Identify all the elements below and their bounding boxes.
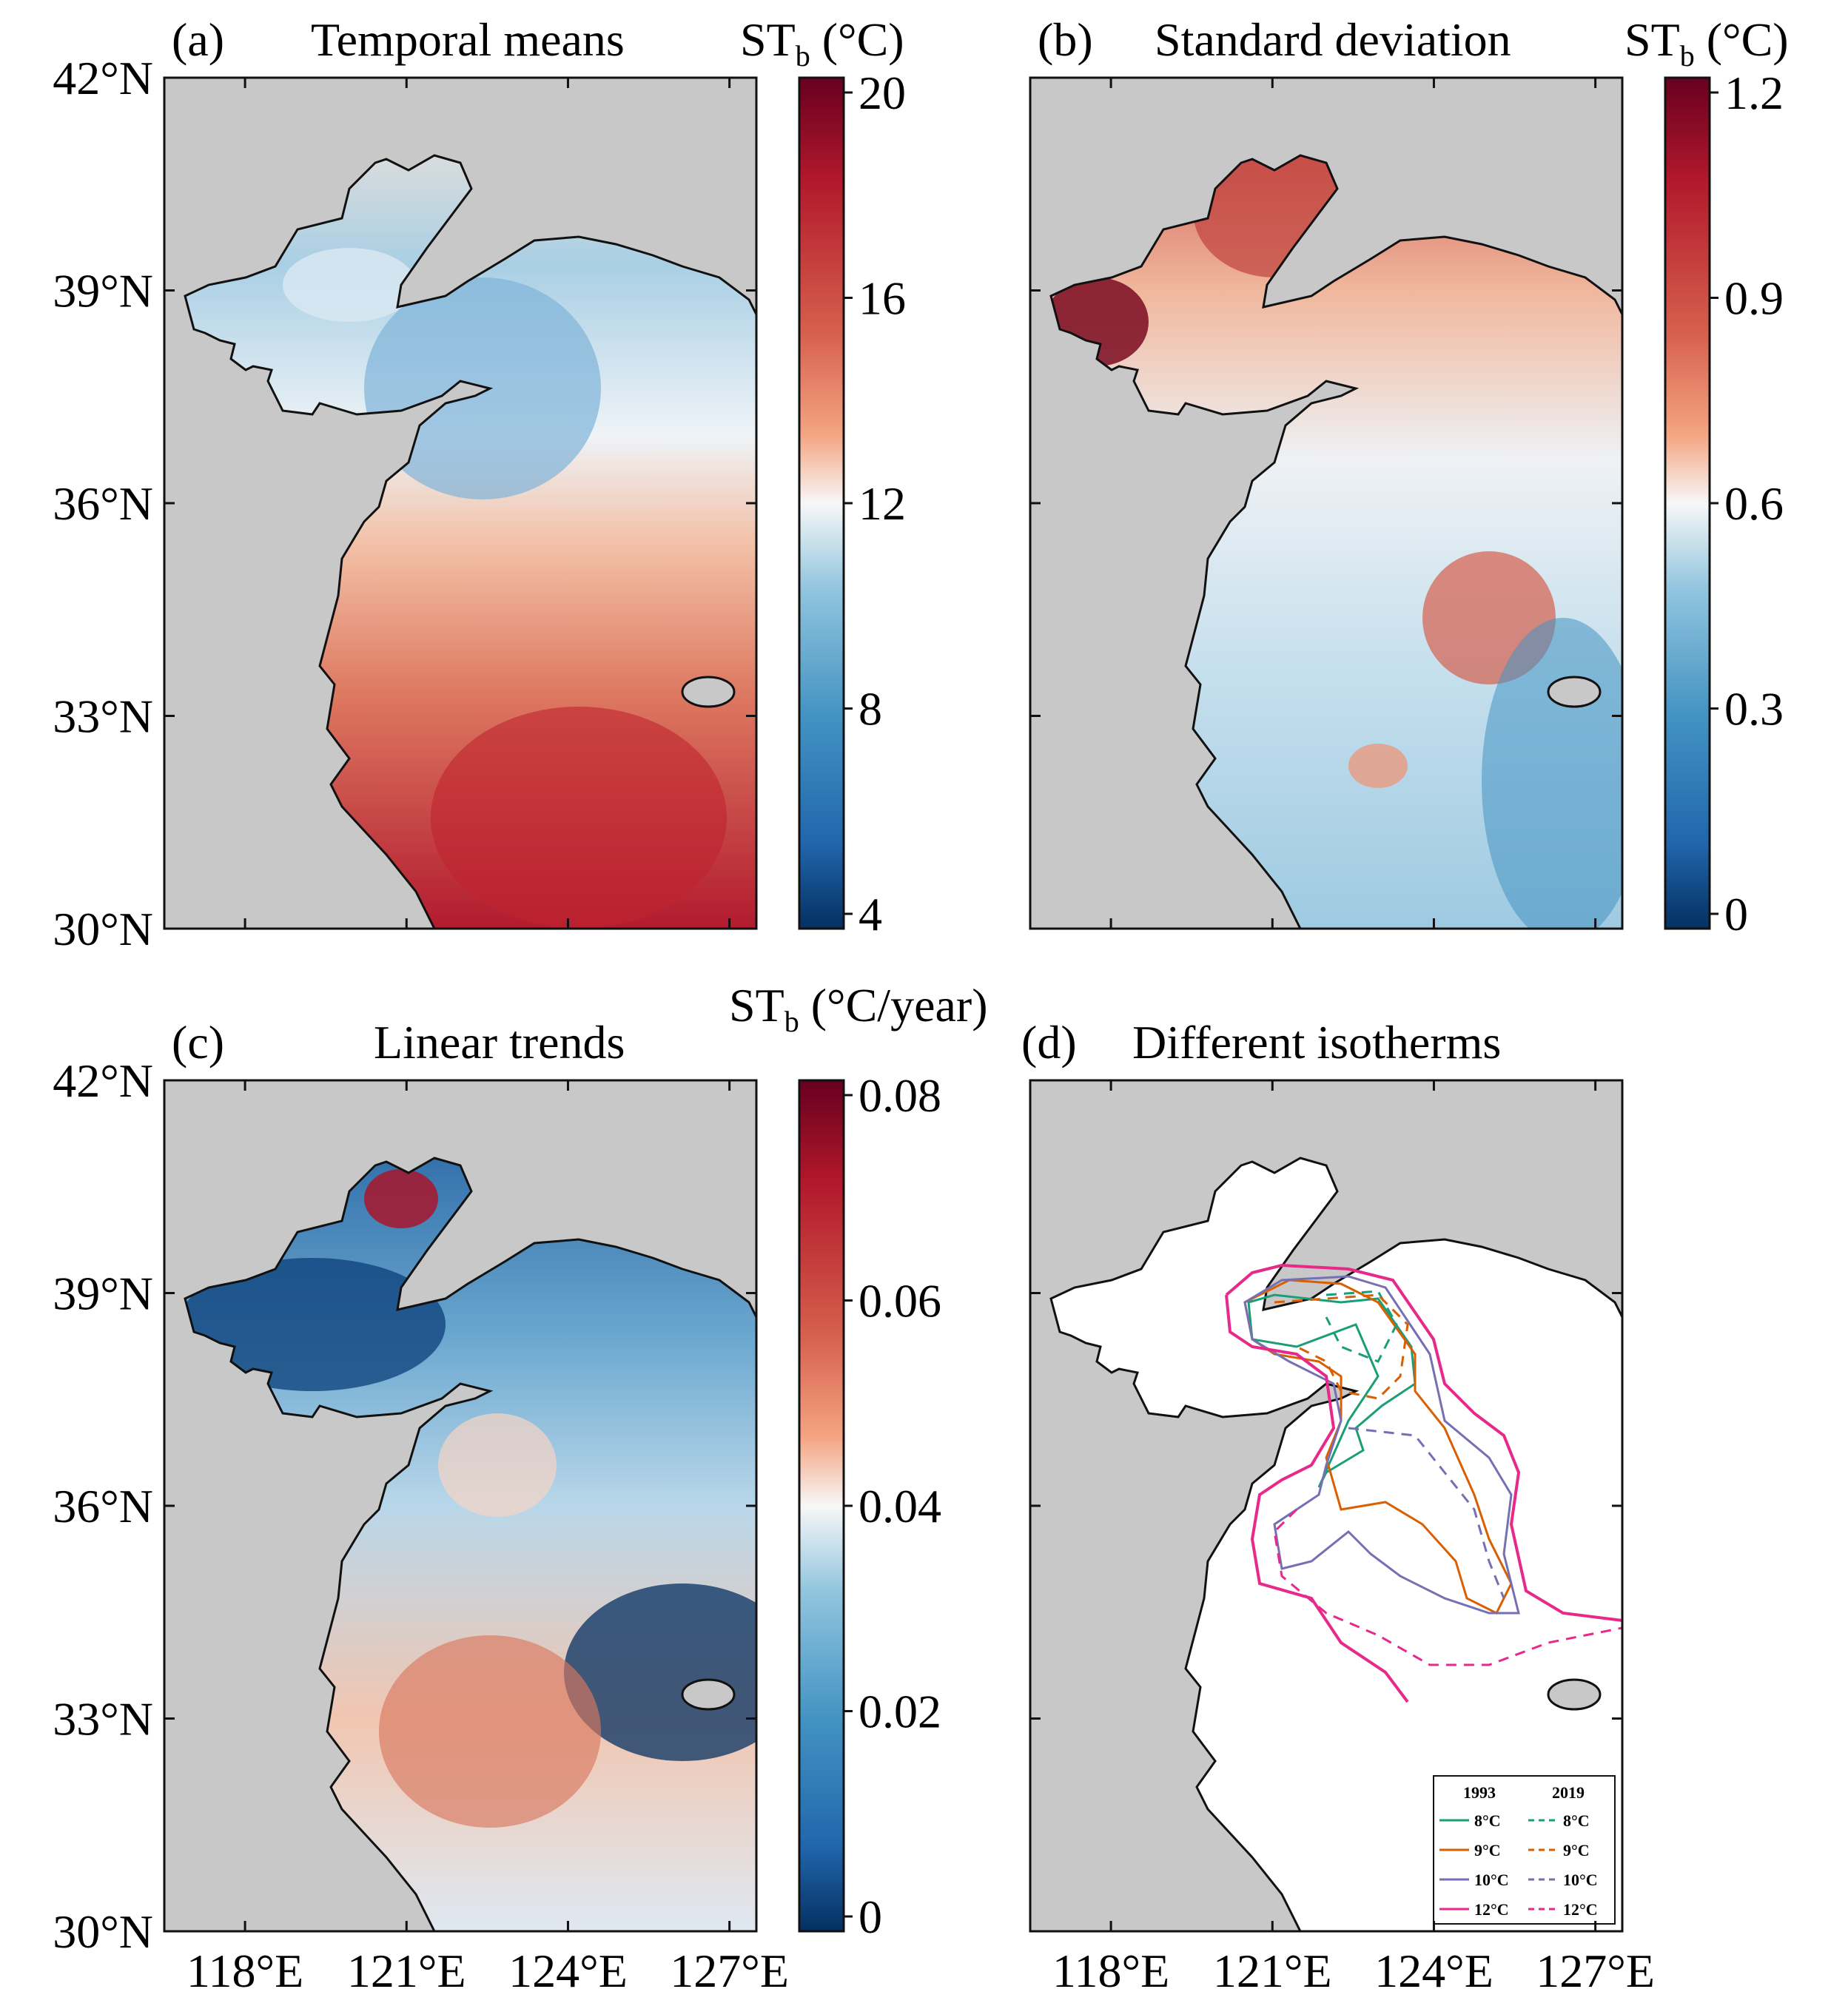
legend-col-1993: 1993 [1463, 1783, 1496, 1802]
lat-tick-label: 36°N [53, 477, 153, 530]
legend-10c-2019: 10°C [1563, 1871, 1598, 1889]
lon-tick-label: 118°E [187, 1945, 303, 1997]
legend-9c-2019: 9°C [1563, 1841, 1590, 1859]
isotherm-12c-1993 [1225, 1263, 1623, 1703]
lon-tick-label: 127°E [670, 1945, 789, 1997]
colorbar-tick-label: 0.9 [1724, 272, 1784, 325]
colorbar-tick-label: 12 [859, 477, 906, 530]
legend-10c-1993: 10°C [1474, 1871, 1509, 1889]
colorbar-tick-label: 0.02 [859, 1686, 941, 1738]
isotherm-8c-1993 [1247, 1293, 1417, 1488]
isotherm-10c-1993 [1243, 1275, 1520, 1615]
colorbar-tick-label: 4 [859, 888, 882, 940]
colorbar-b [1664, 76, 1711, 930]
panel-b [1029, 76, 1624, 930]
colorbar-tick-label: 8 [859, 683, 882, 736]
colorbar-c-unit: STb (°C/year) [729, 979, 988, 1038]
panel-title-d: Different isotherms [1132, 1016, 1501, 1068]
panel-a [163, 76, 758, 930]
island [681, 676, 736, 708]
panel-label-a: (a) [172, 13, 224, 66]
legend-8c-1993: 8°C [1474, 1811, 1501, 1830]
lon-tick-label: 121°E [1213, 1945, 1332, 1997]
lat-tick-label: 30°N [53, 903, 153, 955]
colorbar-tick-label: 0.6 [1724, 477, 1784, 530]
axis-ticks: 42°N 39°N 36°N 33°N 30°N 42°N 39°N 36°N 33°N 30°N… [53, 52, 1784, 1997]
colorbar-tick-label: 0 [859, 1891, 882, 1943]
legend-9c-1993: 9°C [1474, 1841, 1501, 1859]
colorbar-tick-label: 20 [859, 67, 906, 119]
lat-tick-label: 33°N [53, 1693, 153, 1746]
colorbar-tick-label: 0.08 [859, 1069, 941, 1122]
colorbar-a [798, 76, 845, 930]
lon-tick-label: 124°E [1374, 1945, 1493, 1997]
lon-tick-label: 124°E [508, 1945, 628, 1997]
panel-d: 1993 2019 8°C 8°C 9°C 9°C 10°C 10°C 12°C… [1029, 1079, 1624, 1933]
lat-tick-label: 30°N [53, 1905, 153, 1958]
colorbar-tick-label: 0.3 [1724, 683, 1784, 736]
panel-title-b: Standard deviation [1155, 13, 1511, 66]
legend-12c-2019: 12°C [1563, 1900, 1598, 1919]
island [681, 1678, 736, 1711]
lat-tick-label: 33°N [53, 690, 153, 743]
panel-title-a: Temporal means [311, 13, 625, 66]
lon-tick-label: 127°E [1536, 1945, 1655, 1997]
isotherm-9c-2019 [1274, 1293, 1409, 1400]
lat-tick-label: 42°N [53, 1054, 153, 1107]
island [1547, 1678, 1602, 1711]
lat-tick-label: 42°N [53, 52, 153, 104]
colorbar-b-unit: STb (°C) [1624, 13, 1789, 73]
colorbar-tick-label: 0.06 [859, 1275, 941, 1327]
isotherm-8c-2019 [1325, 1290, 1398, 1363]
panel-label-c: (c) [172, 1016, 224, 1068]
colorbar-tick-label: 0 [1724, 888, 1748, 940]
colorbar-a-unit: STb (°C) [740, 13, 904, 73]
island [1547, 676, 1602, 708]
lat-tick-label: 39°N [53, 1268, 153, 1320]
colorbar-tick-label: 1.2 [1724, 67, 1784, 119]
colorbar-tick-label: 16 [859, 272, 906, 325]
isotherm-10c-2019 [1348, 1427, 1505, 1599]
legend-12c-1993: 12°C [1474, 1900, 1509, 1919]
panel-label-b: (b) [1038, 13, 1093, 66]
lat-tick-label: 39°N [53, 265, 153, 317]
colorbar-tick-label: 0.04 [859, 1480, 941, 1532]
lat-tick-label: 36°N [53, 1480, 153, 1532]
lon-tick-label: 118°E [1052, 1945, 1169, 1997]
panel-c [163, 1079, 758, 1933]
legend-col-2019: 2019 [1552, 1783, 1585, 1802]
colorbar-c [798, 1079, 845, 1933]
isotherm-legend: 1993 2019 8°C 8°C 9°C 9°C 10°C 10°C 12°C… [1433, 1775, 1616, 1925]
isotherm-9c-1993 [1243, 1279, 1513, 1615]
legend-8c-2019: 8°C [1563, 1811, 1590, 1830]
panel-title-c: Linear trends [374, 1016, 625, 1068]
panel-label-d: (d) [1021, 1016, 1077, 1068]
lon-tick-label: 121°E [347, 1945, 466, 1997]
